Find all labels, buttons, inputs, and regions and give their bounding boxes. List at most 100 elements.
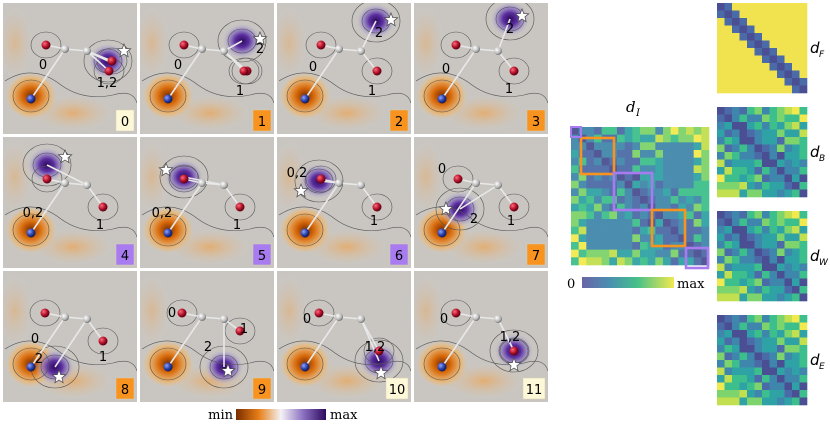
frame-index-badge xyxy=(115,243,135,266)
matrix-cell xyxy=(784,293,793,302)
matrix-cell xyxy=(754,107,763,115)
matrix-cell xyxy=(739,337,748,346)
matrix-cell xyxy=(762,397,770,406)
matrix-cell xyxy=(754,10,763,19)
matrix-cell xyxy=(769,174,778,183)
contour-line xyxy=(168,31,200,59)
contour-line xyxy=(278,206,411,238)
matrix-cell xyxy=(777,286,785,294)
frame-index-badge xyxy=(115,109,135,132)
matrix-cell xyxy=(624,234,633,243)
contour-line xyxy=(415,340,548,372)
matrix-cell xyxy=(769,271,778,279)
matrix-cell xyxy=(747,40,755,49)
main-matrix-colorbar: 0 max xyxy=(567,277,705,292)
nitrogen-atom xyxy=(300,362,310,372)
matrix-cell xyxy=(594,257,602,266)
matrix-cell xyxy=(686,203,694,212)
star-marker-icon xyxy=(252,31,268,46)
matrix-cell xyxy=(799,233,808,242)
matrix-cell xyxy=(754,3,763,11)
oxygen-atom xyxy=(451,40,461,50)
matrix-cell xyxy=(754,226,763,234)
matrix-cell xyxy=(784,241,793,249)
contour-line xyxy=(141,340,274,372)
bond-line xyxy=(497,318,515,352)
matrix-cell xyxy=(739,167,748,175)
carbon-atom xyxy=(472,45,480,53)
matrix-cell xyxy=(769,129,778,138)
matrix-cell xyxy=(792,78,800,86)
bond-line xyxy=(441,48,477,100)
matrix-cell xyxy=(792,375,800,383)
matrix-cell xyxy=(777,367,785,376)
matrix-cell xyxy=(632,165,641,174)
matrix-cell xyxy=(762,40,770,49)
matrix-cell xyxy=(655,219,664,227)
main-distance-matrix xyxy=(570,126,710,270)
matrix-cell xyxy=(586,249,595,258)
matrix-cell xyxy=(769,78,778,86)
matrix-cell xyxy=(670,219,679,227)
critical-point-label: 0 xyxy=(309,60,317,75)
orange-density-side xyxy=(3,7,33,79)
matrix-cell xyxy=(784,167,793,175)
matrix-cell xyxy=(670,180,679,189)
matrix-cell xyxy=(693,157,702,166)
matrix-cell xyxy=(663,180,671,189)
matrix-cell xyxy=(739,271,748,279)
matrix-cell xyxy=(762,137,770,145)
matrix-cell xyxy=(624,134,633,143)
matrix-cell xyxy=(617,242,625,250)
bond-line xyxy=(30,316,66,368)
matrix-cell xyxy=(717,226,725,234)
contour-line xyxy=(286,79,324,113)
bond-line xyxy=(30,48,66,100)
matrix-cell xyxy=(754,122,763,130)
matrix-cell xyxy=(792,360,800,368)
matrix-cell xyxy=(747,48,755,56)
matrix-cell xyxy=(717,144,725,153)
matrix-cell xyxy=(571,134,579,143)
matrix-cell xyxy=(632,249,641,258)
matrix-cell xyxy=(769,63,778,71)
matrix-cell xyxy=(732,390,740,398)
matrix-cell xyxy=(693,127,702,135)
molecule-panel: 01,20 xyxy=(3,3,137,134)
matrix-cell xyxy=(792,293,800,302)
matrix-cell xyxy=(663,196,671,204)
matrix-cell xyxy=(754,233,763,242)
matrix-cell xyxy=(747,25,755,34)
matrix-cell xyxy=(739,263,748,272)
matrix-cell xyxy=(747,55,755,64)
matrix-cell xyxy=(701,242,710,250)
matrix-cell xyxy=(601,257,610,266)
matrix-cell xyxy=(624,165,633,174)
oxygen-atom xyxy=(98,336,108,346)
matrix-cell xyxy=(754,78,763,86)
matrix-cell xyxy=(799,322,808,331)
matrix-cell xyxy=(777,40,785,49)
matrix-cell xyxy=(762,322,770,331)
contour-line xyxy=(303,299,335,327)
matrix-cell xyxy=(632,211,641,220)
matrix-cell xyxy=(792,226,800,234)
matrix-cell xyxy=(732,293,740,302)
matrix-cell xyxy=(640,211,648,220)
matrix-cell xyxy=(632,180,641,189)
matrix-cell xyxy=(792,167,800,175)
star-marker-icon xyxy=(514,8,530,23)
matrix-cell xyxy=(693,165,702,174)
matrix-cell xyxy=(632,142,641,151)
matrix-cell xyxy=(777,375,785,383)
cluster-highlight-box xyxy=(650,208,687,248)
matrix-cell xyxy=(777,159,785,168)
matrix-cell xyxy=(777,233,785,242)
matrix-cell xyxy=(769,248,778,257)
critical-point-label: 1 xyxy=(505,82,513,97)
critical-point-label: 0 xyxy=(168,306,176,321)
carbon-atom xyxy=(198,179,206,187)
matrix-cell xyxy=(792,241,800,249)
matrix-cell xyxy=(799,129,808,138)
matrix-cell xyxy=(762,330,770,338)
